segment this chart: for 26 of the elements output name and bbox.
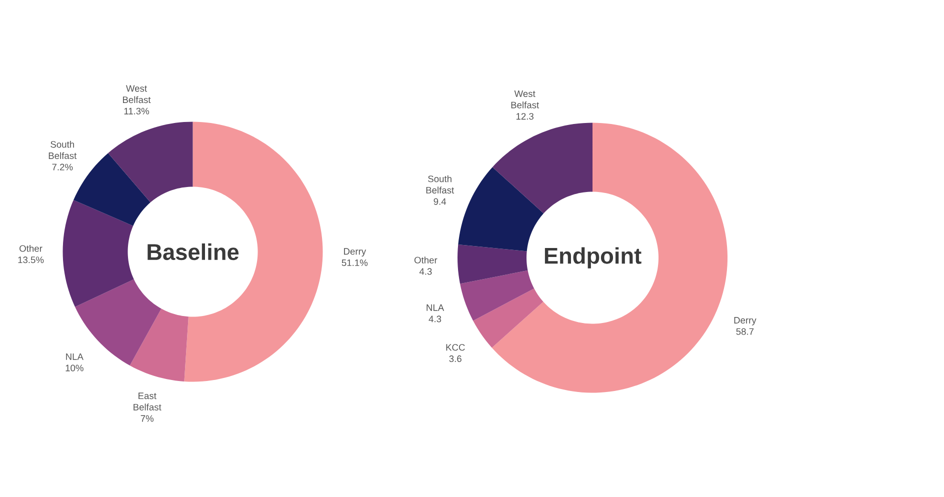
data-label: 51.1%	[342, 259, 368, 266]
data-label: 7.2%	[52, 164, 73, 170]
slice-label: Other	[20, 244, 42, 252]
slice-label: NLA	[426, 304, 444, 311]
slice-label: East Belfast	[134, 392, 162, 410]
slice-label: West Belfast	[511, 90, 540, 108]
data-label: 11.3%	[124, 108, 150, 114]
text: Baseline	[148, 243, 239, 260]
slice-label: West Belfast	[123, 85, 151, 104]
data-label: 12.3	[516, 113, 534, 120]
slice-label: South Belfast	[426, 175, 454, 194]
slice-label: KCC	[446, 344, 465, 351]
data-label: 4.3	[419, 268, 432, 275]
slice-label: Derry	[344, 248, 366, 257]
data-label: 3.6	[449, 355, 462, 362]
slice-label: NLA	[66, 353, 84, 360]
data-label: 13.5%	[18, 256, 44, 264]
data-label: 9.4	[434, 198, 446, 205]
slice-label: Derry	[734, 317, 756, 326]
slice-label: South Belfast	[48, 140, 77, 160]
slice-label: Other	[414, 256, 438, 264]
data-label: 58.7	[736, 328, 754, 335]
data-label: 4.3	[428, 316, 442, 322]
text: Endpoint	[544, 247, 642, 268]
data-label: 7%	[140, 415, 154, 422]
data-label: 10%	[66, 364, 84, 372]
